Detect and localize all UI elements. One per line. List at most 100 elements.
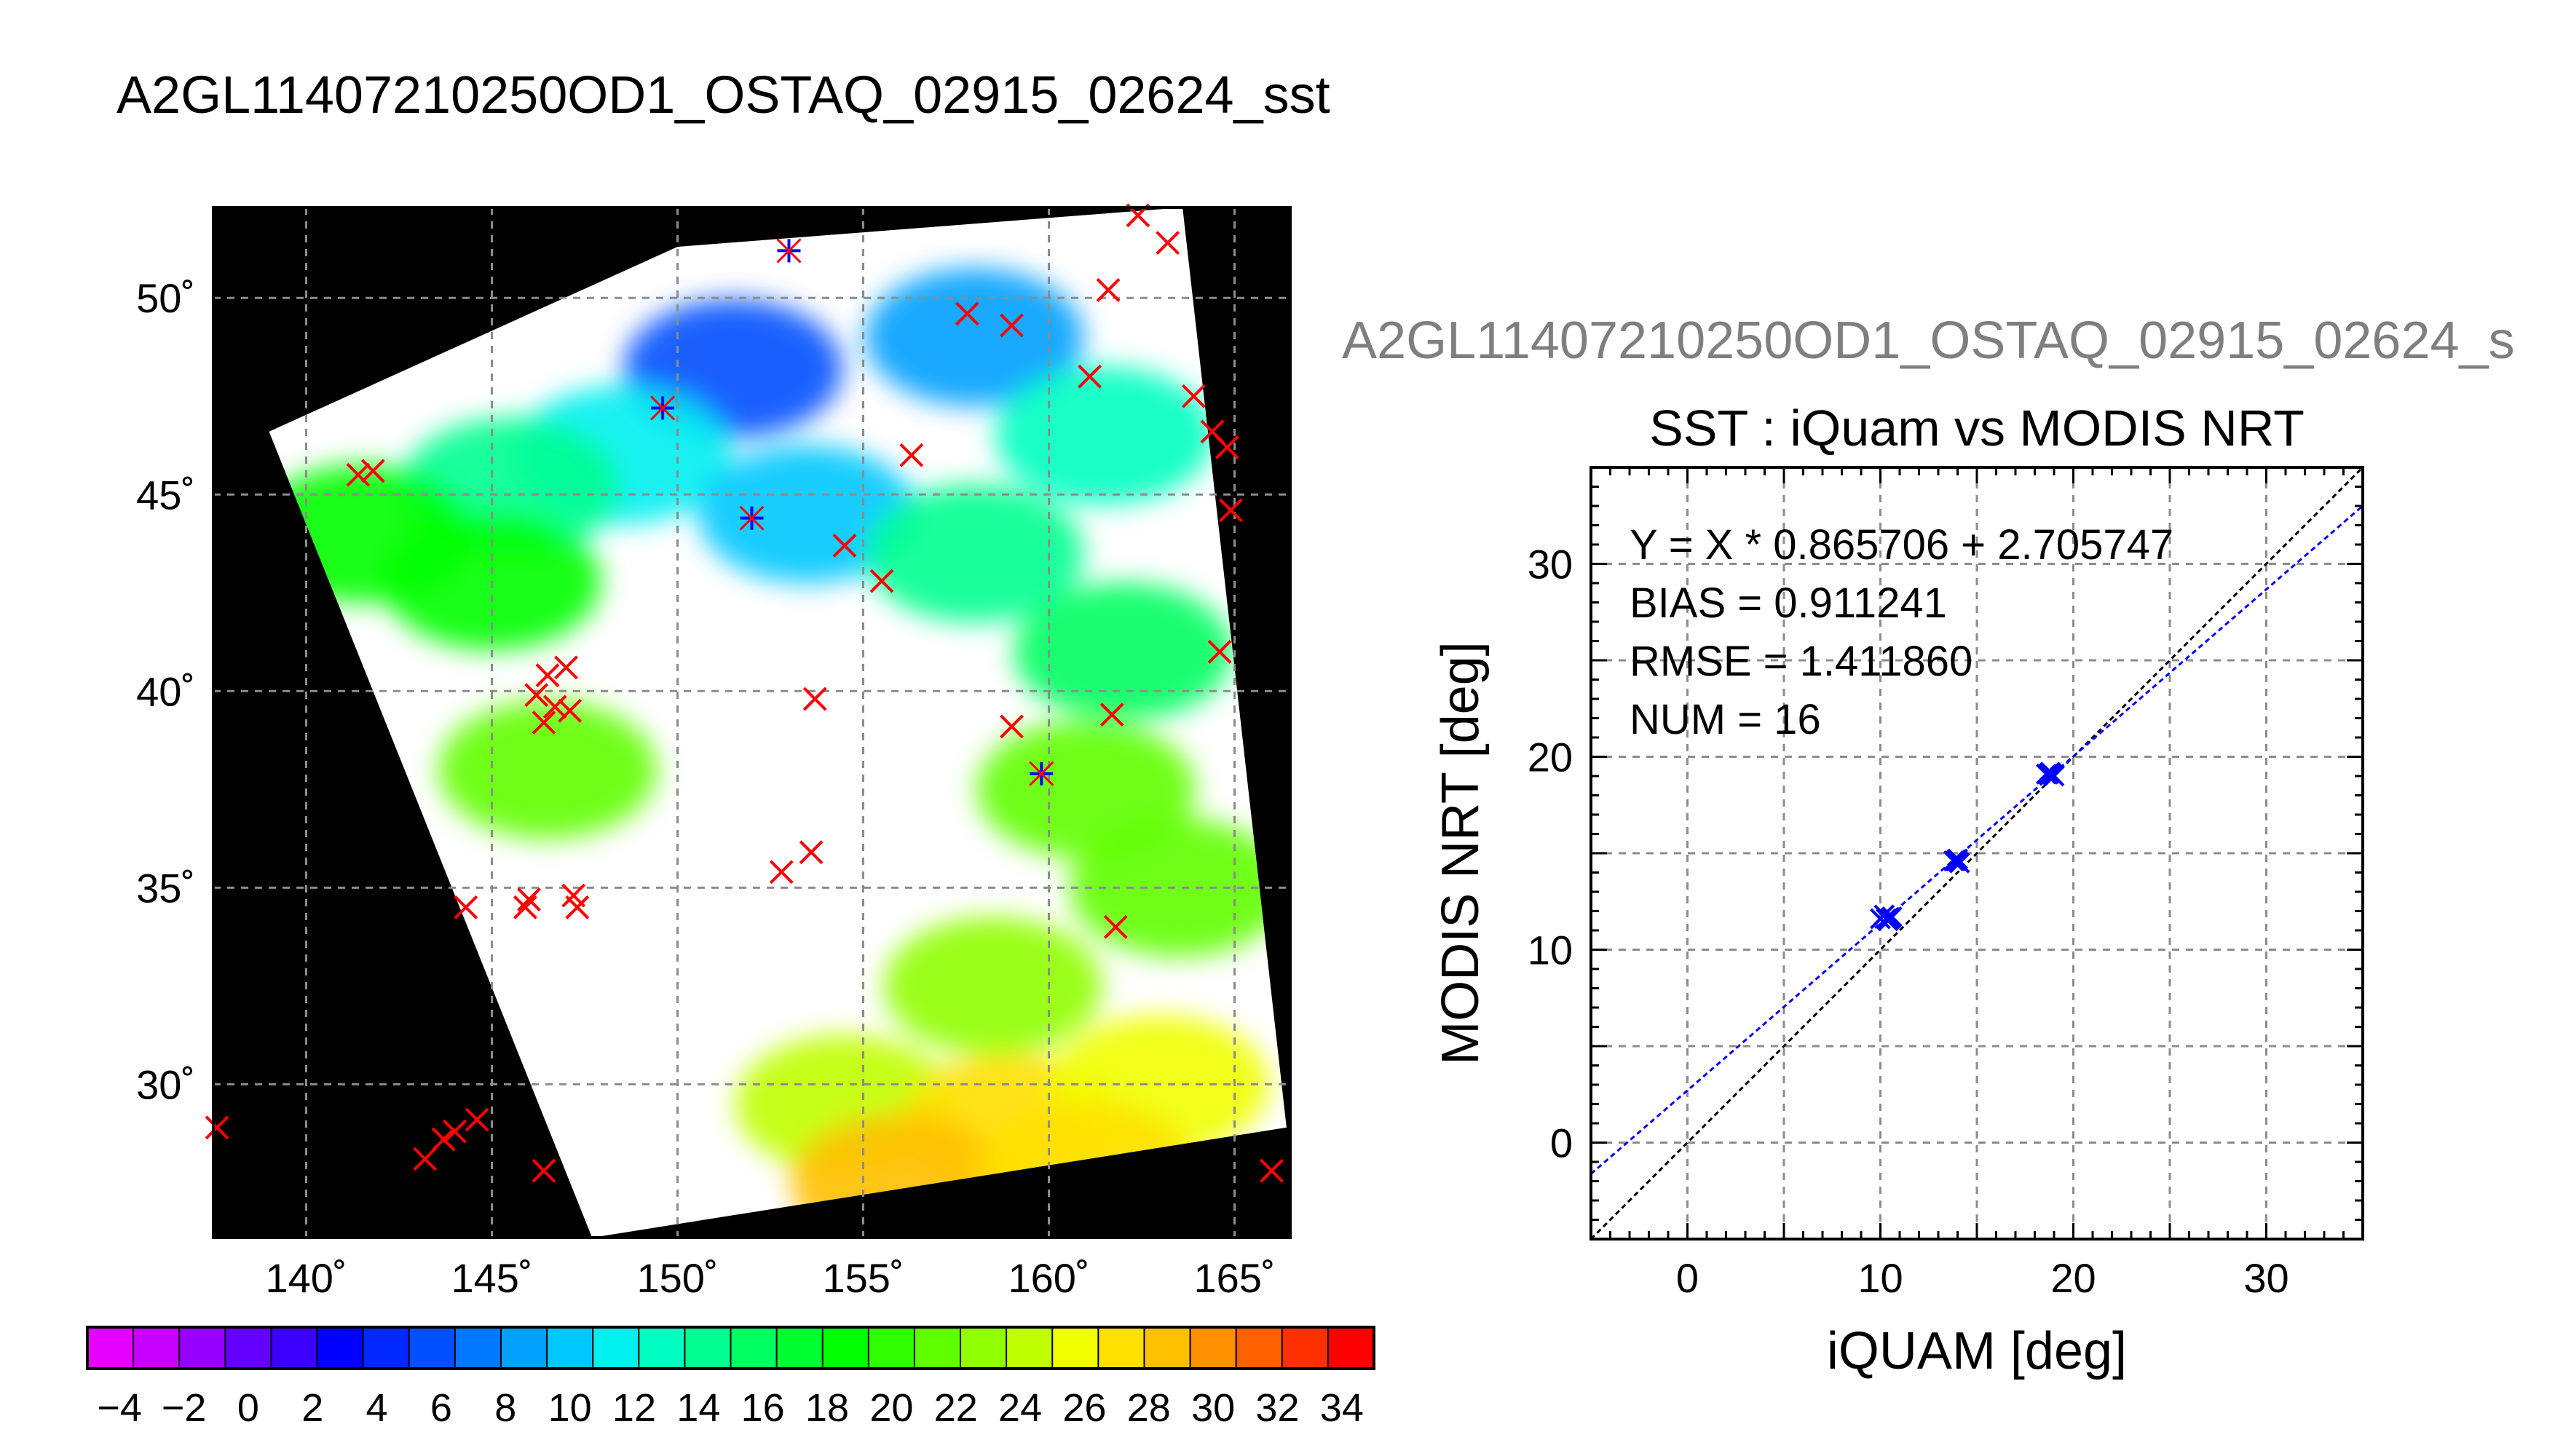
map-lon-tick-label-2: 150˚ [636, 1255, 718, 1301]
colorbar-segment-11 [593, 1327, 639, 1369]
colorbar-segment-2 [179, 1327, 226, 1369]
match-marker-15-stroke-b [1207, 639, 1232, 664]
colorbar-segment-23 [1144, 1327, 1191, 1369]
scatter-y-tick-label-1: 10 [1528, 927, 1573, 973]
match-marker-36 [443, 1119, 467, 1144]
match-marker-37-stroke-b [465, 1107, 489, 1132]
match-marker-33 [205, 1115, 229, 1140]
match-marker-25 [799, 840, 824, 865]
match-marker-27 [454, 895, 478, 919]
colorbar-segment-0 [87, 1327, 134, 1369]
match-marker-4 [1000, 313, 1024, 338]
match-marker-38-stroke-b [532, 1158, 556, 1183]
match-marker-19 [542, 695, 567, 719]
colorbar-tick-label-12: 20 [869, 1386, 913, 1430]
colorbar-segment-5 [317, 1327, 364, 1369]
map-lon-tick-label-5: 165˚ [1193, 1255, 1275, 1301]
match-marker-23 [1000, 714, 1024, 739]
colorbar-tick-label-19: 34 [1320, 1386, 1364, 1430]
colorbar-tick-label-8: 12 [612, 1386, 656, 1430]
colorbar-segment-10 [547, 1327, 593, 1369]
match-marker-27-stroke-b [454, 895, 478, 919]
match-marker-8 [1215, 435, 1239, 459]
match-marker-37 [465, 1107, 489, 1132]
match-marker-38 [532, 1158, 556, 1183]
match-marker-35 [413, 1147, 438, 1171]
map-lon-tick-label-1: 145˚ [451, 1255, 532, 1301]
match-marker-29 [517, 887, 541, 911]
match-marker-11-stroke-b [346, 462, 371, 487]
scatter-point-15-stroke-b [2037, 763, 2059, 785]
match-marker-13 [832, 534, 857, 558]
colorbar-segment-6 [363, 1327, 410, 1369]
scatter-annotation-3: NUM = 16 [1630, 696, 1821, 743]
colorbar-segment-20 [1006, 1327, 1053, 1369]
match-marker-20 [558, 698, 583, 723]
match-marker-30-stroke-b [561, 883, 586, 908]
match-marker-19-stroke-b [542, 695, 567, 719]
sst-patch-4 [995, 366, 1214, 505]
scatter-point-13-stroke-b [1879, 908, 1901, 930]
match-marker-26 [769, 860, 794, 885]
match-marker-1-stroke-b [1156, 231, 1180, 256]
colorbar-segment-21 [1052, 1327, 1099, 1369]
matched-sst-marker-d2 [650, 395, 676, 421]
scatter-point-12-stroke-b [2041, 763, 2063, 785]
match-marker-3 [955, 301, 979, 326]
scatter-y-tick-label-3: 30 [1528, 542, 1573, 587]
colorbar-tick-label-13: 22 [934, 1386, 978, 1430]
colorbar-segment-14 [730, 1327, 778, 1369]
colorbar-segment-25 [1236, 1327, 1283, 1369]
map-lat-tick-label-4: 50˚ [136, 275, 195, 321]
scatter-point-14-stroke-b [1947, 850, 1968, 872]
match-marker-16 [535, 663, 560, 688]
regression-line [1590, 505, 2364, 1175]
colorbar-segment-27 [1327, 1327, 1375, 1369]
scatter-annotation-0: Y = X * 0.865706 + 2.705747 [1630, 521, 2173, 569]
scatter-point-13 [1879, 908, 1901, 930]
colorbar-segment-7 [408, 1327, 456, 1369]
match-marker-32 [1103, 914, 1128, 939]
match-marker-8-stroke-b [1215, 435, 1239, 459]
colorbar-tick-label-4: 4 [366, 1386, 388, 1430]
match-marker-31-stroke-b [565, 895, 590, 919]
match-marker-21-stroke-b [532, 711, 556, 735]
colorbar-frame [86, 1326, 1375, 1370]
match-marker-14 [869, 569, 894, 593]
match-marker-2 [1096, 278, 1121, 302]
sst-patch-9 [1014, 582, 1233, 721]
scatter-point-12 [2041, 763, 2063, 785]
scatter-title: SST : iQuam vs MODIS NRT [1649, 400, 2305, 456]
match-marker-31 [565, 895, 590, 919]
sst-patch-2 [698, 445, 917, 584]
scatter-point-10-stroke-b [1876, 908, 1897, 930]
match-marker-29-stroke-b [517, 887, 541, 911]
scatter-annotation-2: RMSE = 1.411860 [1630, 638, 1972, 685]
colorbar-tick-label-11: 18 [805, 1386, 849, 1430]
scatter-x-tick-label-2: 20 [2050, 1255, 2096, 1301]
match-marker-11 [346, 462, 371, 487]
match-marker-7-stroke-b [1200, 419, 1225, 444]
matched-sst-marker-2 [739, 505, 765, 531]
colorbar-tick-label-5: 6 [430, 1386, 452, 1430]
match-marker-24-stroke-b [1099, 703, 1124, 727]
scatter-annotation-1: BIAS = 0.911241 [1630, 579, 1947, 627]
match-marker-6-stroke-b [1181, 384, 1206, 408]
map-lat-tick-label-1: 35˚ [136, 865, 195, 911]
match-marker-2-stroke-b [1096, 278, 1121, 302]
match-marker-9-stroke-b [899, 443, 924, 467]
matched-sst-marker-d2 [776, 238, 802, 264]
match-marker-18 [524, 683, 549, 708]
match-marker-21 [532, 711, 556, 735]
x-axis-label: iQUAM [deg] [1827, 1322, 2127, 1380]
sst-patch-12 [1070, 818, 1287, 957]
match-marker-16-stroke-b [535, 663, 560, 688]
match-marker-25-stroke-b [799, 840, 824, 865]
match-marker-4-stroke-b [1000, 313, 1024, 338]
match-marker-1 [1156, 231, 1180, 256]
matched-sst-marker-3 [1029, 761, 1054, 786]
scatter-point-14 [1947, 850, 1968, 872]
colorbar-segment-19 [960, 1327, 1007, 1369]
colorbar-segment-1 [133, 1327, 180, 1369]
